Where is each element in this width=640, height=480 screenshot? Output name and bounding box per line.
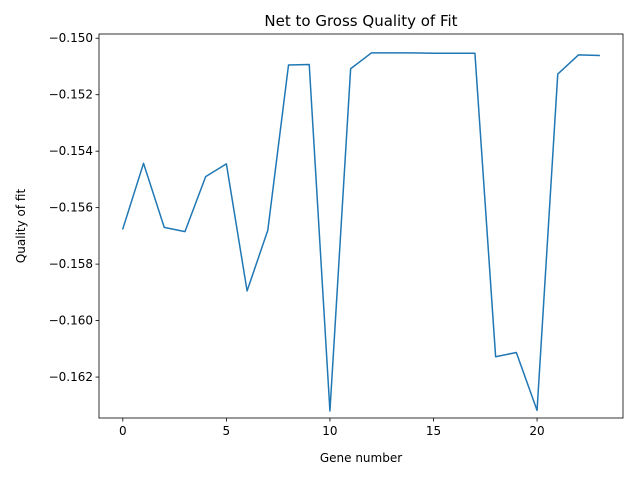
x-axis-label: Gene number: [320, 451, 402, 465]
chart-title: Net to Gross Quality of Fit: [264, 12, 457, 30]
plot-frame: [98, 33, 624, 419]
series-line: [121, 52, 600, 412]
series-group: [121, 52, 600, 412]
y-axis-label: Quality of fit: [14, 189, 28, 264]
y-tick-label: −0.158: [49, 257, 93, 271]
y-tick-label: −0.150: [49, 31, 93, 45]
x-tick-label: 15: [426, 424, 441, 438]
x-tick-label: 20: [529, 424, 544, 438]
y-axis-ticks: −0.162 −0.160 −0.158 −0.156 −0.154 −0.152 −0.1…: [49, 31, 99, 384]
y-tick-label: −0.154: [49, 144, 93, 158]
y-tick-label: −0.162: [49, 370, 93, 384]
y-tick-label: −0.160: [49, 314, 93, 328]
x-tick-label: 10: [322, 424, 337, 438]
plot-background: [99, 34, 623, 418]
x-axis-ticks: 0 5 10 15 20: [119, 418, 545, 438]
y-tick-label: −0.156: [49, 201, 93, 215]
y-tick-label: −0.152: [49, 88, 93, 102]
x-tick-label: 0: [119, 424, 127, 438]
x-tick-label: 5: [223, 424, 231, 438]
